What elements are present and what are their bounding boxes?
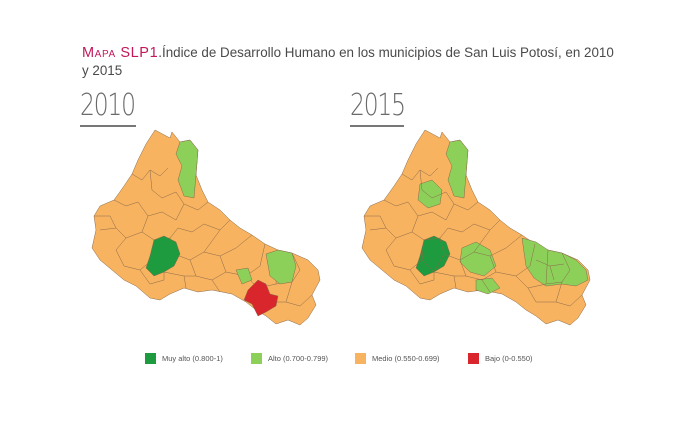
legend-swatch-bajo (468, 353, 479, 364)
legend-label-alto: Alto (0.700-0.799) (268, 354, 329, 363)
region-center-south-2015 (475, 277, 501, 295)
legend-label-medio: Medio (0.550-0.699) (372, 354, 440, 363)
legend-label-bajo: Bajo (0-0.550) (485, 354, 533, 363)
legend-item-bajo: Bajo (0-0.550) (468, 353, 533, 364)
region-bajo-2010 (243, 279, 279, 317)
year-underline-2015 (350, 125, 404, 127)
region-east-pocket-2010 (235, 267, 253, 285)
year-label-2015: 2015 (350, 88, 406, 123)
legend-label-muy-alto: Muy alto (0.800-1) (162, 354, 223, 363)
region-north-west-2015 (417, 179, 443, 209)
state-outline-2010 (91, 129, 321, 326)
legend: Muy alto (0.800-1) Alto (0.700-0.799) Me… (145, 353, 605, 369)
legend-item-muy-alto: Muy alto (0.800-1) (145, 353, 223, 364)
map-2010 (91, 129, 321, 326)
region-north-strip-2010 (175, 139, 199, 199)
region-north-strip-2015 (445, 139, 469, 199)
region-east-south-2010 (265, 249, 297, 285)
legend-swatch-medio (355, 353, 366, 364)
map-2015 (361, 129, 591, 326)
legend-swatch-muy-alto (145, 353, 156, 364)
legend-item-alto: Alto (0.700-0.799) (251, 353, 328, 364)
map-label: Mapa SLP1 (82, 45, 159, 61)
state-outline-2015 (361, 129, 591, 326)
map-title-text: .Índice de Desarrollo Humano en los muni… (82, 45, 614, 78)
year-label-2010: 2010 (80, 88, 136, 123)
legend-swatch-alto (251, 353, 262, 364)
year-underline-2010 (80, 125, 136, 127)
legend-item-medio: Medio (0.550-0.699) (355, 353, 440, 364)
region-west-center-2010 (145, 235, 181, 277)
region-center-2015 (459, 241, 497, 277)
map-title: Mapa SLP1.Índice de Desarrollo Humano en… (82, 44, 622, 79)
muni-border (364, 167, 583, 307)
